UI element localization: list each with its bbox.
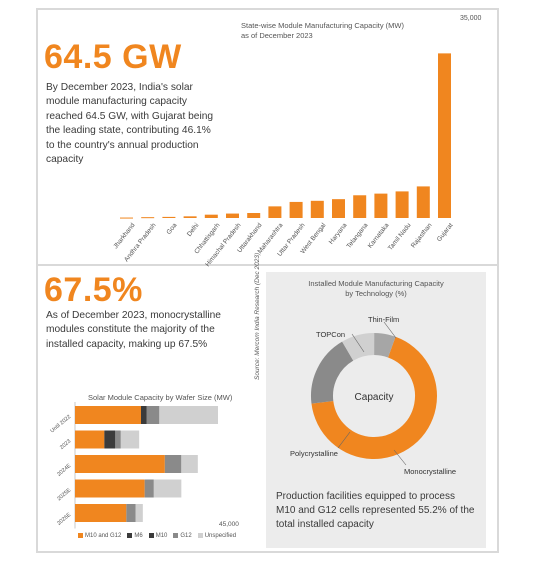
capacity-paragraph: By December 2023, India's solar module m…: [46, 82, 214, 166]
legend-swatch: [127, 533, 133, 538]
state-capacity-bar-chart: [120, 53, 451, 219]
state-bar: [162, 216, 176, 218]
state-bar: [395, 191, 409, 218]
state-bar: [183, 216, 197, 218]
bottom-border: [36, 551, 499, 553]
state-bar: [120, 217, 133, 219]
legend-label: M10: [155, 533, 168, 540]
state-bar: [204, 214, 218, 218]
donut-slice: [311, 341, 354, 404]
legend-swatch: [78, 533, 83, 538]
wafer-bar-segment: [115, 430, 121, 449]
state-bar: [289, 201, 303, 218]
tech-chart-subtitle: by Technology (%): [345, 289, 407, 298]
label-topcon: TOPCon: [316, 330, 346, 339]
wafer-bar-segment: [75, 455, 165, 473]
wafer-bar-segment: [75, 504, 127, 522]
wafer-bar-segment: [75, 479, 145, 498]
wafer-bar-segment: [146, 406, 160, 424]
infographic-frame: [36, 8, 499, 553]
technology-donut-chart: Capacity: [311, 321, 437, 466]
state-bar: [353, 195, 367, 218]
state-bar: [310, 200, 324, 218]
wafer-bar-segment: [135, 504, 143, 522]
headline-mono-share: 67.5%: [44, 271, 143, 309]
legend-swatch: [197, 533, 203, 538]
legend-label: G12: [180, 533, 192, 540]
wafer-bar-segment: [120, 430, 140, 449]
technology-panel: [266, 272, 486, 548]
wafer-axis-max-label: 45,000: [219, 521, 239, 528]
wafer-chart-title: Solar Module Capacity by Wafer Size (MW): [88, 393, 233, 402]
section-divider: [36, 264, 499, 266]
donut-slice: [373, 333, 396, 358]
wafer-bar-segment: [144, 479, 154, 498]
wafer-bar-segment: [153, 479, 182, 498]
wafer-tick-label: Until 2022: [49, 414, 72, 435]
state-bar: [332, 199, 345, 218]
legend-swatch: [173, 533, 179, 538]
state-bar: [438, 53, 451, 219]
donut-leader-line: [393, 449, 407, 466]
donut-leader-line: [383, 321, 397, 339]
mono-paragraph: As of December 2023, monocrystalline mod…: [46, 310, 221, 350]
state-bar: [141, 217, 155, 219]
wafer-bar-segment: [164, 455, 182, 473]
state-chart-max-label: 35,000: [460, 15, 482, 22]
tech-footnote: Production facilities equipped to proces…: [276, 491, 475, 530]
wafer-tick-label: 2024E: [56, 463, 72, 478]
wafer-tick-label: 2023: [59, 438, 72, 450]
donut-slice: [311, 336, 437, 459]
legend-label: M6: [134, 533, 143, 540]
donut-leader-line: [351, 333, 365, 353]
wafer-tick-label: 2026E: [56, 512, 72, 527]
state-chart-subtitle: as of December 2023: [241, 31, 313, 40]
state-bar: [247, 213, 261, 218]
label-monocrystalline: Monocrystalline: [404, 467, 457, 476]
wafer-size-bar-chart: Until 2022 2023 2024E 2025E 2026E: [49, 402, 218, 529]
label-polycrystalline: Polycrystalline: [290, 449, 338, 458]
top-border: [36, 8, 499, 10]
state-bar: [268, 206, 282, 218]
wafer-bar-segment: [181, 455, 198, 473]
wafer-legend: M10 and G12 M6 M10 G12 Unspecified: [72, 533, 236, 539]
tech-chart-title: Installed Module Manufacturing Capacity: [308, 279, 444, 288]
label-thin-film: Thin-Film: [368, 315, 400, 324]
wafer-bar-segment: [104, 430, 116, 449]
state-bar: [374, 193, 388, 218]
wafer-bar-segment: [141, 406, 147, 424]
legend-label: Unspecified: [204, 533, 237, 540]
wafer-bar-segment: [126, 504, 136, 522]
donut-slice: [342, 333, 375, 361]
wafer-bar-segment: [75, 430, 105, 449]
state-bar: [416, 186, 430, 218]
legend-label: M10 and G12: [85, 533, 122, 540]
wafer-tick-label: 2025E: [56, 487, 72, 502]
state-bar: [226, 213, 239, 218]
state-chart-title: State-wise Module Manufacturing Capacity…: [241, 21, 404, 30]
wafer-bar-segment: [75, 406, 141, 424]
wafer-bar-segment: [159, 406, 218, 424]
donut-center-label: Capacity: [355, 392, 394, 403]
donut-leader-line: [337, 431, 351, 449]
headline-capacity: 64.5 GW: [44, 38, 182, 76]
legend-swatch: [148, 533, 154, 538]
